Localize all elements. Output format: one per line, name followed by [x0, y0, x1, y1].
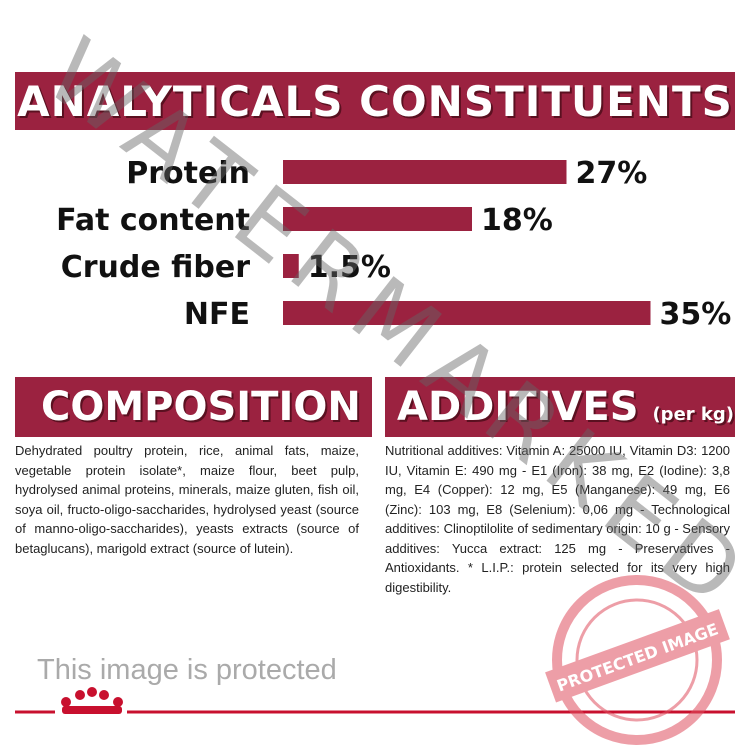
composition-title: COMPOSITION [41, 384, 361, 430]
category-label: NFE [184, 297, 250, 332]
bar [283, 254, 299, 278]
additives-unit: (per kg) [652, 404, 734, 425]
value-label: 1.5% [308, 250, 391, 285]
composition-banner: COMPOSITION [15, 377, 372, 437]
value-label: 27% [576, 156, 648, 191]
chart-title: ANALYTICALS CONSTITUENTS [17, 76, 733, 126]
bar [283, 160, 567, 184]
category-label: Crude fiber [61, 250, 250, 285]
composition-text: Dehydrated poultry protein, rice, animal… [15, 443, 359, 556]
category-label: Fat content [56, 203, 250, 238]
additives-banner: ADDITIVES (per kg) [385, 377, 735, 437]
value-label: 18% [481, 203, 553, 238]
bar [283, 207, 472, 231]
value-label: 35% [660, 297, 732, 332]
additives-title: ADDITIVES [397, 384, 639, 430]
title-banner: ANALYTICALS CONSTITUENTS [15, 72, 735, 130]
additives-text: Nutritional additives: Vitamin A: 25000 … [385, 443, 730, 595]
category-label: Protein [126, 156, 250, 191]
bar [283, 301, 651, 325]
protected-notice: This image is protected [37, 654, 337, 686]
